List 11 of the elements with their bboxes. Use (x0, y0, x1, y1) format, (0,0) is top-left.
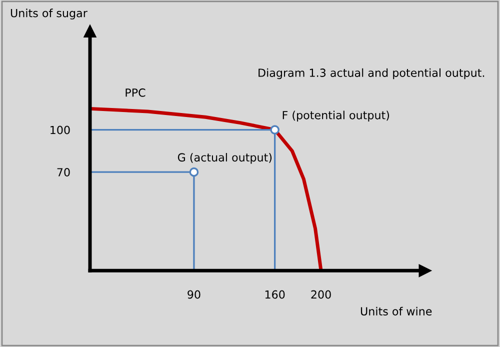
x-tick-label: 160 (265, 290, 285, 299)
y-tick-label: 100 (50, 126, 70, 134)
annotation: F (potential output) (282, 110, 390, 122)
annotation: PPC (126, 88, 146, 97)
x-tick-label: 200 (311, 290, 331, 299)
y-axis-title: Units of sugar (10, 8, 88, 20)
x-tick-label: 90 (188, 290, 200, 299)
x-axis-title: Units of wine (360, 306, 432, 316)
annotation: G (actual output) (178, 152, 272, 164)
y-tick-label: 70 (57, 168, 70, 176)
text: Diagram 1.3 actual and potential output. (258, 68, 484, 80)
